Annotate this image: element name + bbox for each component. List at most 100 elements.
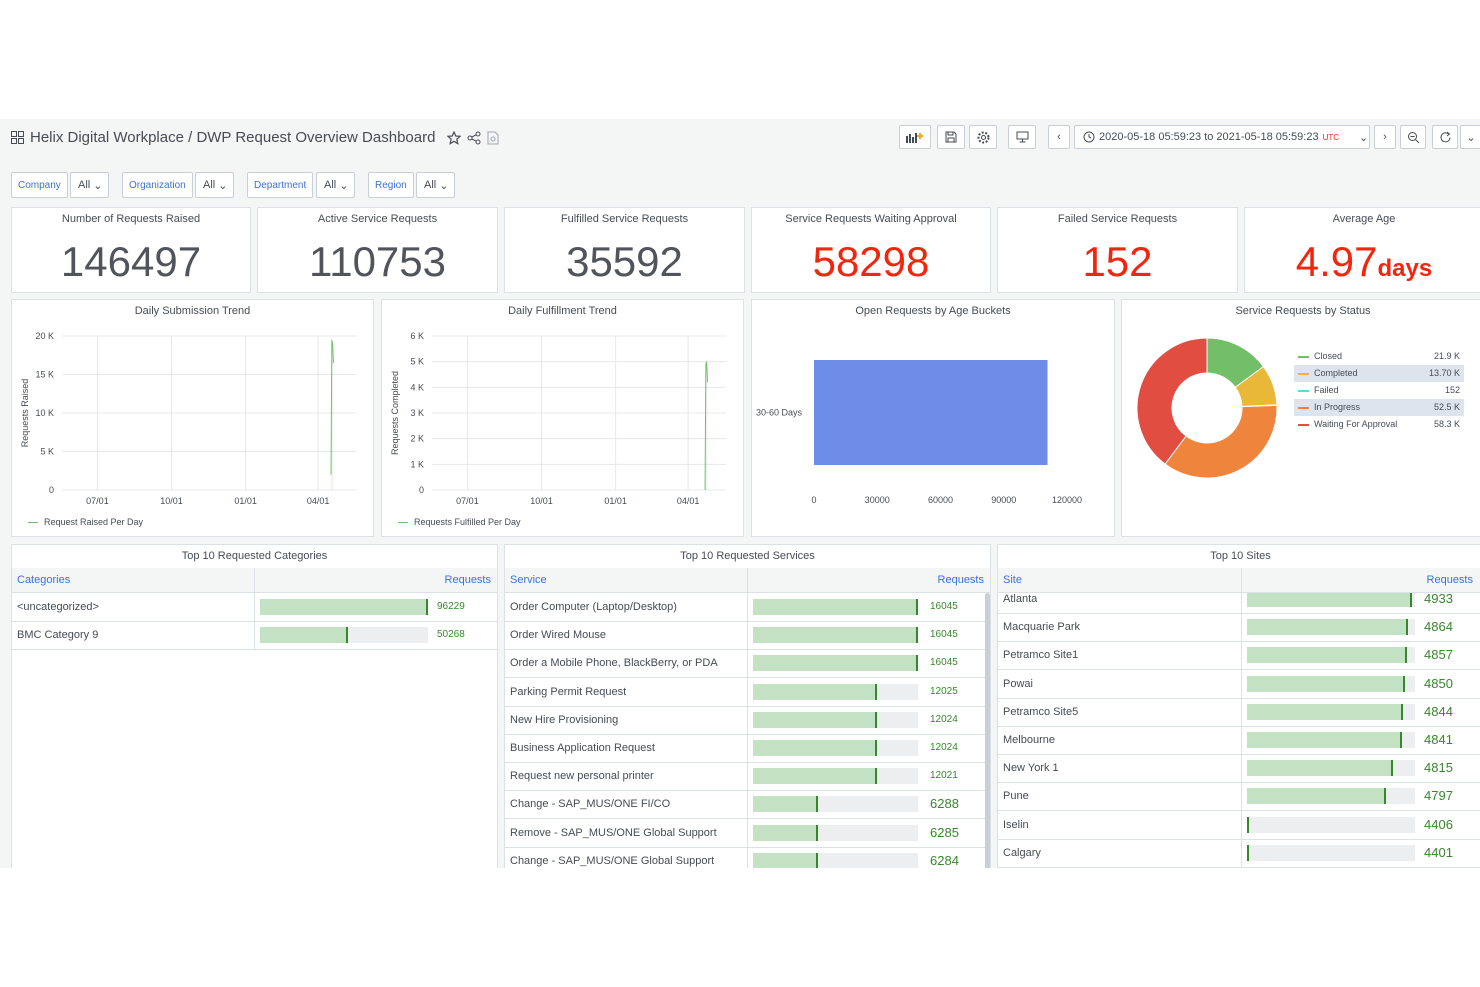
table-row[interactable]: Order Wired Mouse 16045	[505, 621, 990, 651]
row-name: New Hire Provisioning	[510, 713, 619, 726]
table-row[interactable]: Petramco Site5 4844	[998, 697, 1480, 727]
y-tick-label: 15 K	[35, 370, 54, 380]
row-value: 6284	[930, 852, 959, 868]
refresh-interval-button[interactable]: ⌄	[1460, 125, 1480, 149]
column-header-site[interactable]: Site	[1003, 574, 1022, 586]
y-category-label: 30-60 Days	[756, 408, 803, 418]
row-bar-gauge	[753, 852, 918, 868]
table-row[interactable]: Change - SAP_MUS/ONE FI/CO 6288	[505, 790, 990, 820]
table-row[interactable]: Remove - SAP_MUS/ONE Global Support 6285	[505, 818, 990, 848]
table-row[interactable]: Melbourne 4841	[998, 726, 1480, 755]
stat-panel-requests-raised[interactable]: Number of Requests Raised 146497	[11, 207, 251, 293]
column-header-categories[interactable]: Categories	[17, 574, 71, 586]
table-row[interactable]: Business Application Request 12024	[505, 734, 990, 763]
column-divider	[747, 762, 748, 791]
table-row[interactable]: Order a Mobile Phone, BlackBerry, or PDA…	[505, 649, 990, 679]
age-buckets-chart: 0 30000 60000 90000 120000 30-60 Days	[756, 360, 1082, 505]
column-divider	[1241, 568, 1242, 592]
star-icon[interactable]	[447, 130, 462, 145]
apps-grid-icon[interactable]	[11, 131, 24, 144]
table-row[interactable]: New York 1 4815	[998, 754, 1480, 784]
column-header-requests[interactable]: Requests	[937, 574, 984, 586]
services-scrollbar[interactable]	[985, 593, 990, 868]
table-row[interactable]: Request new personal printer 12021	[505, 762, 990, 792]
row-name: Atlanta	[1003, 593, 1038, 605]
row-name: Iselin	[1003, 818, 1029, 831]
legend-item-failed[interactable]: Failed 152	[1294, 382, 1464, 399]
settings-button[interactable]	[969, 125, 997, 149]
row-bar-fill	[753, 740, 877, 756]
column-divider	[747, 593, 748, 621]
add-panel-button[interactable]	[899, 125, 931, 149]
row-bar-fill	[260, 627, 348, 644]
row-value: 4401	[1424, 844, 1453, 860]
variable-company-label: Company	[11, 172, 68, 198]
stat-panel-fulfilled-requests[interactable]: Fulfilled Service Requests 35592	[504, 207, 745, 293]
table-row[interactable]: Macquarie Park 4864	[998, 613, 1480, 643]
row-name: Change - SAP_MUS/ONE FI/CO	[510, 798, 671, 811]
x-tick-label: 01/01	[234, 496, 257, 506]
save-dashboard-button[interactable]	[937, 125, 965, 149]
chart-legend[interactable]: Request Raised Per Day	[28, 517, 143, 527]
stat-panel-failed-requests[interactable]: Failed Service Requests 152	[997, 207, 1238, 293]
row-value: 6285	[930, 824, 959, 840]
breadcrumb[interactable]: Helix Digital Workplace / DWP Request Ov…	[30, 129, 436, 146]
time-back-button[interactable]: ‹	[1048, 125, 1070, 149]
row-value: 4857	[1424, 647, 1453, 663]
row-bar-gauge	[753, 740, 918, 756]
row-bar-gauge	[1247, 675, 1415, 692]
column-header-requests[interactable]: Requests	[444, 574, 491, 586]
row-bar-fill	[1247, 675, 1405, 692]
panel-daily-fulfillment-trend[interactable]: Daily Fulfillment Trend 0 1 K 2 K 3 K 4 K 5 K…	[381, 299, 744, 537]
row-name: Request new personal printer	[510, 770, 654, 783]
legend-item-completed[interactable]: Completed 13.70 K	[1294, 365, 1464, 382]
legend-item-in-progress[interactable]: In Progress 52.5 K	[1294, 399, 1464, 416]
zoom-out-button[interactable]	[1400, 125, 1426, 149]
column-header-requests[interactable]: Requests	[1426, 574, 1473, 586]
table-row[interactable]: Petramco Site1 4857	[998, 641, 1480, 671]
column-divider	[1241, 754, 1242, 783]
variable-company-select[interactable]: All ⌄	[70, 172, 109, 198]
variable-region-select[interactable]: All ⌄	[416, 172, 455, 198]
table-row[interactable]: <uncategorized> 96229	[12, 593, 497, 622]
table-row[interactable]: BMC Category 9 50268	[12, 621, 497, 651]
table-row[interactable]: New Hire Provisioning 12024	[505, 705, 990, 735]
time-forward-button[interactable]: ›	[1374, 125, 1396, 149]
row-bar-gauge	[1247, 619, 1415, 636]
table-row[interactable]: Change - SAP_MUS/ONE Global Support 6284	[505, 846, 990, 868]
table-row[interactable]: Atlanta 4933	[998, 585, 1480, 614]
legend-item-waiting-for-approval[interactable]: Waiting For Approval 58.3 K	[1294, 416, 1464, 433]
table-row[interactable]: Order Computer (Laptop/Desktop) 16045	[505, 593, 990, 622]
table-row[interactable]: Calgary 4401	[998, 838, 1480, 868]
table-row[interactable]: Pune 4797	[998, 782, 1480, 812]
dashboard: Helix Digital Workplace / DWP Request Ov…	[0, 119, 1480, 868]
column-header-service[interactable]: Service	[510, 574, 547, 586]
table-row[interactable]: Powai 4850	[998, 669, 1480, 699]
stat-panel-active-requests[interactable]: Active Service Requests 110753	[257, 207, 498, 293]
y-tick-label: 6 K	[410, 331, 424, 341]
row-bar-fill	[1247, 732, 1402, 748]
add-panel-icon	[906, 133, 923, 143]
legend-line-swatch	[398, 521, 408, 523]
variable-department-select[interactable]: All ⌄	[316, 172, 355, 198]
tv-mode-button[interactable]	[1008, 125, 1036, 149]
report-icon[interactable]	[487, 131, 499, 145]
table-row[interactable]: Parking Permit Request 12025	[505, 677, 990, 707]
panel-age-buckets[interactable]: Open Requests by Age Buckets 0 30000 60000…	[751, 299, 1115, 537]
time-picker[interactable]: 2020-05-18 05:59:23 to 2021-05-18 05:59:…	[1074, 125, 1370, 149]
table-header: Categories Requests	[12, 568, 497, 593]
panel-top-sites[interactable]: Top 10 Sites Site Requests Atlanta 4933 Ma…	[997, 544, 1480, 868]
share-icon[interactable]	[467, 131, 481, 145]
panel-top-services[interactable]: Top 10 Requested Services Service Reques…	[504, 544, 991, 868]
table-row[interactable]: Iselin 4406	[998, 810, 1480, 840]
stat-panel-waiting-approval[interactable]: Service Requests Waiting Approval 58298	[751, 207, 991, 293]
refresh-button[interactable]	[1432, 125, 1458, 149]
chart-legend[interactable]: Requests Fulfilled Per Day	[398, 517, 521, 527]
column-divider	[254, 568, 255, 592]
stat-panel-average-age[interactable]: Average Age 4.97days	[1244, 207, 1480, 293]
panel-top-categories[interactable]: Top 10 Requested Categories Categories R…	[11, 544, 498, 868]
variable-organization-select[interactable]: All ⌄	[195, 172, 234, 198]
legend-item-closed[interactable]: Closed 21.9 K	[1294, 348, 1464, 365]
